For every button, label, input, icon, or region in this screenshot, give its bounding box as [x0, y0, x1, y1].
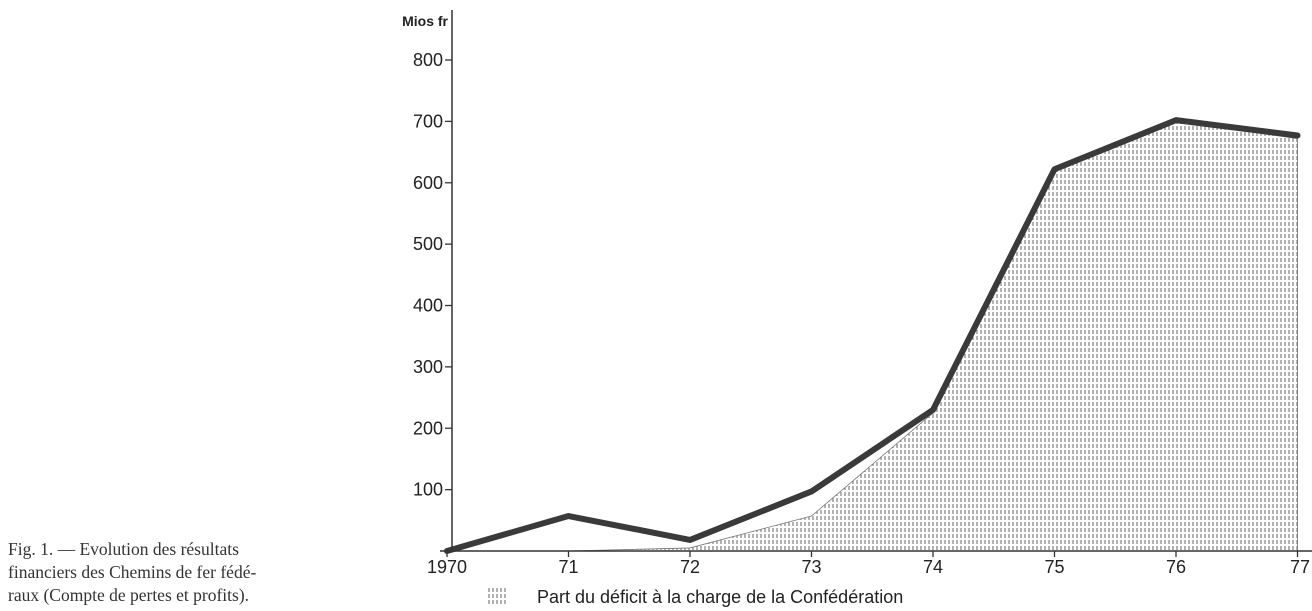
x-tick-label: 1970	[427, 557, 467, 577]
x-tick-label: 75	[1044, 557, 1064, 577]
y-tick-label: 200	[413, 418, 443, 438]
y-tick-label: 700	[413, 111, 443, 131]
x-tick-label: 74	[923, 557, 943, 577]
y-tick-label: 500	[413, 234, 443, 254]
y-tick-label: 600	[413, 173, 443, 193]
total-line-layer	[444, 117, 1301, 554]
figure-caption: Fig. 1. — Evolution des résultats financ…	[8, 538, 338, 607]
y-tick-label: 400	[413, 296, 443, 316]
confederation-share-area	[447, 120, 1298, 552]
axis-labels: 100 200 300 400 500 600 700 800 Mios fr 1970 71 72 7…	[402, 13, 1310, 577]
axes	[440, 10, 1312, 557]
x-tick-label: 73	[801, 557, 821, 577]
x-tick-label: 71	[558, 557, 578, 577]
legend: Part du déficit à la charge de la Conféd…	[486, 586, 903, 607]
y-tick-label: 100	[413, 480, 443, 500]
y-tick-label: 300	[413, 357, 443, 377]
caption-line-1: Fig. 1. — Evolution des résultats	[8, 539, 239, 559]
x-tick-label: 77	[1290, 557, 1310, 577]
legend-label: Part du déficit à la charge de la Conféd…	[537, 587, 903, 607]
caption-line-3: raux (Compte de pertes et profits).	[8, 585, 250, 605]
x-tick-label: 76	[1166, 557, 1186, 577]
y-tick-label: 800	[413, 50, 443, 70]
legend-hatch-swatch	[486, 586, 508, 606]
x-tick-label: 72	[680, 557, 700, 577]
hatched-area-layer	[447, 120, 1298, 552]
y-axis-label: Mios fr	[402, 13, 448, 29]
caption-line-2: financiers des Chemins de fer fédé-	[8, 562, 257, 582]
total-deficit-line	[444, 117, 1301, 554]
